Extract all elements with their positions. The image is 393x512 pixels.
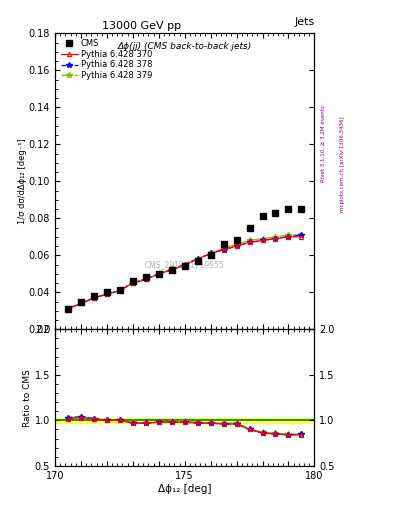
Pythia 6.428 370 xyxy=(169,267,174,273)
CMS xyxy=(234,238,239,244)
Pythia 6.428 378 xyxy=(118,287,122,293)
Pythia 6.428 370 xyxy=(221,247,226,253)
CMS xyxy=(79,298,83,305)
Text: CMS_2019_I1719955: CMS_2019_I1719955 xyxy=(145,260,224,269)
CMS xyxy=(208,252,213,259)
Text: Rivet 3.1.10, ≥ 3.2M events: Rivet 3.1.10, ≥ 3.2M events xyxy=(320,105,325,182)
Pythia 6.428 378 xyxy=(260,238,265,244)
Pythia 6.428 370 xyxy=(182,262,187,268)
Pythia 6.428 379 xyxy=(169,265,174,271)
Pythia 6.428 370 xyxy=(143,276,148,283)
Pythia 6.428 379 xyxy=(299,232,304,238)
Pythia 6.428 378 xyxy=(221,247,226,253)
CMS xyxy=(156,271,161,277)
Pythia 6.428 378 xyxy=(66,306,70,312)
Pythia 6.428 378 xyxy=(105,291,109,297)
CMS xyxy=(130,278,135,284)
Pythia 6.428 378 xyxy=(92,295,96,301)
Pythia 6.428 370 xyxy=(286,233,291,240)
Pythia 6.428 378 xyxy=(79,301,83,307)
Pythia 6.428 370 xyxy=(130,280,135,286)
Pythia 6.428 379 xyxy=(130,278,135,284)
Pythia 6.428 370 xyxy=(195,256,200,262)
Legend: CMS, Pythia 6.428 370, Pythia 6.428 378, Pythia 6.428 379: CMS, Pythia 6.428 370, Pythia 6.428 378,… xyxy=(59,37,154,82)
Pythia 6.428 379 xyxy=(195,256,200,262)
Text: mcplots.cern.ch [arXiv:1306.3436]: mcplots.cern.ch [arXiv:1306.3436] xyxy=(340,116,345,211)
Pythia 6.428 370 xyxy=(79,301,83,307)
CMS xyxy=(118,287,122,293)
Pythia 6.428 370 xyxy=(92,295,96,301)
Pythia 6.428 379 xyxy=(156,271,161,277)
Pythia 6.428 379 xyxy=(182,262,187,268)
CMS xyxy=(143,274,148,281)
Pythia 6.428 370 xyxy=(234,243,239,249)
Pythia 6.428 378 xyxy=(130,280,135,286)
CMS xyxy=(92,293,96,299)
Pythia 6.428 379 xyxy=(208,250,213,257)
Line: CMS: CMS xyxy=(65,206,304,312)
Pythia 6.428 370 xyxy=(247,239,252,245)
Text: Jets: Jets xyxy=(294,17,314,27)
Pythia 6.428 378 xyxy=(273,236,278,242)
Pythia 6.428 370 xyxy=(156,271,161,277)
Pythia 6.428 379 xyxy=(79,301,83,307)
Line: Pythia 6.428 379: Pythia 6.428 379 xyxy=(65,232,304,312)
CMS xyxy=(66,306,70,312)
Pythia 6.428 379 xyxy=(247,238,252,244)
Pythia 6.428 370 xyxy=(260,238,265,244)
Line: Pythia 6.428 378: Pythia 6.428 378 xyxy=(65,232,304,312)
CMS xyxy=(299,206,304,212)
Pythia 6.428 379 xyxy=(143,276,148,283)
Y-axis label: Ratio to CMS: Ratio to CMS xyxy=(23,369,32,426)
Pythia 6.428 378 xyxy=(156,271,161,277)
Pythia 6.428 379 xyxy=(66,306,70,312)
CMS xyxy=(260,214,265,220)
Pythia 6.428 379 xyxy=(105,291,109,297)
Pythia 6.428 370 xyxy=(118,287,122,293)
CMS xyxy=(247,224,252,230)
Pythia 6.428 379 xyxy=(260,236,265,242)
Pythia 6.428 379 xyxy=(234,241,239,247)
Pythia 6.428 378 xyxy=(143,276,148,283)
Pythia 6.428 378 xyxy=(299,232,304,238)
CMS xyxy=(105,289,109,295)
Text: 13000 GeV pp: 13000 GeV pp xyxy=(102,21,181,31)
Pythia 6.428 370 xyxy=(208,250,213,257)
Bar xyxy=(55,418,314,423)
Pythia 6.428 379 xyxy=(92,295,96,301)
Pythia 6.428 370 xyxy=(66,306,70,312)
Text: Δϕ(jj) (CMS back-to-back jets): Δϕ(jj) (CMS back-to-back jets) xyxy=(118,42,252,51)
CMS xyxy=(221,241,226,247)
Y-axis label: 1/σ dσ/dΔϕ₁₂ [deg⁻¹]: 1/σ dσ/dΔϕ₁₂ [deg⁻¹] xyxy=(18,138,27,224)
X-axis label: Δϕ₁₂ [deg]: Δϕ₁₂ [deg] xyxy=(158,483,211,494)
Pythia 6.428 379 xyxy=(273,233,278,240)
CMS xyxy=(286,206,291,212)
CMS xyxy=(182,263,187,269)
Pythia 6.428 370 xyxy=(105,291,109,297)
Pythia 6.428 378 xyxy=(286,233,291,240)
Pythia 6.428 378 xyxy=(247,239,252,245)
Pythia 6.428 370 xyxy=(273,236,278,242)
Pythia 6.428 378 xyxy=(208,250,213,257)
Pythia 6.428 379 xyxy=(118,287,122,293)
Pythia 6.428 378 xyxy=(182,262,187,268)
Pythia 6.428 378 xyxy=(234,243,239,249)
Pythia 6.428 379 xyxy=(286,232,291,238)
Pythia 6.428 378 xyxy=(195,256,200,262)
CMS xyxy=(169,267,174,273)
CMS xyxy=(195,258,200,264)
Pythia 6.428 379 xyxy=(221,245,226,251)
Line: Pythia 6.428 370: Pythia 6.428 370 xyxy=(66,234,303,311)
Pythia 6.428 378 xyxy=(169,267,174,273)
CMS xyxy=(273,210,278,216)
Pythia 6.428 370 xyxy=(299,233,304,240)
